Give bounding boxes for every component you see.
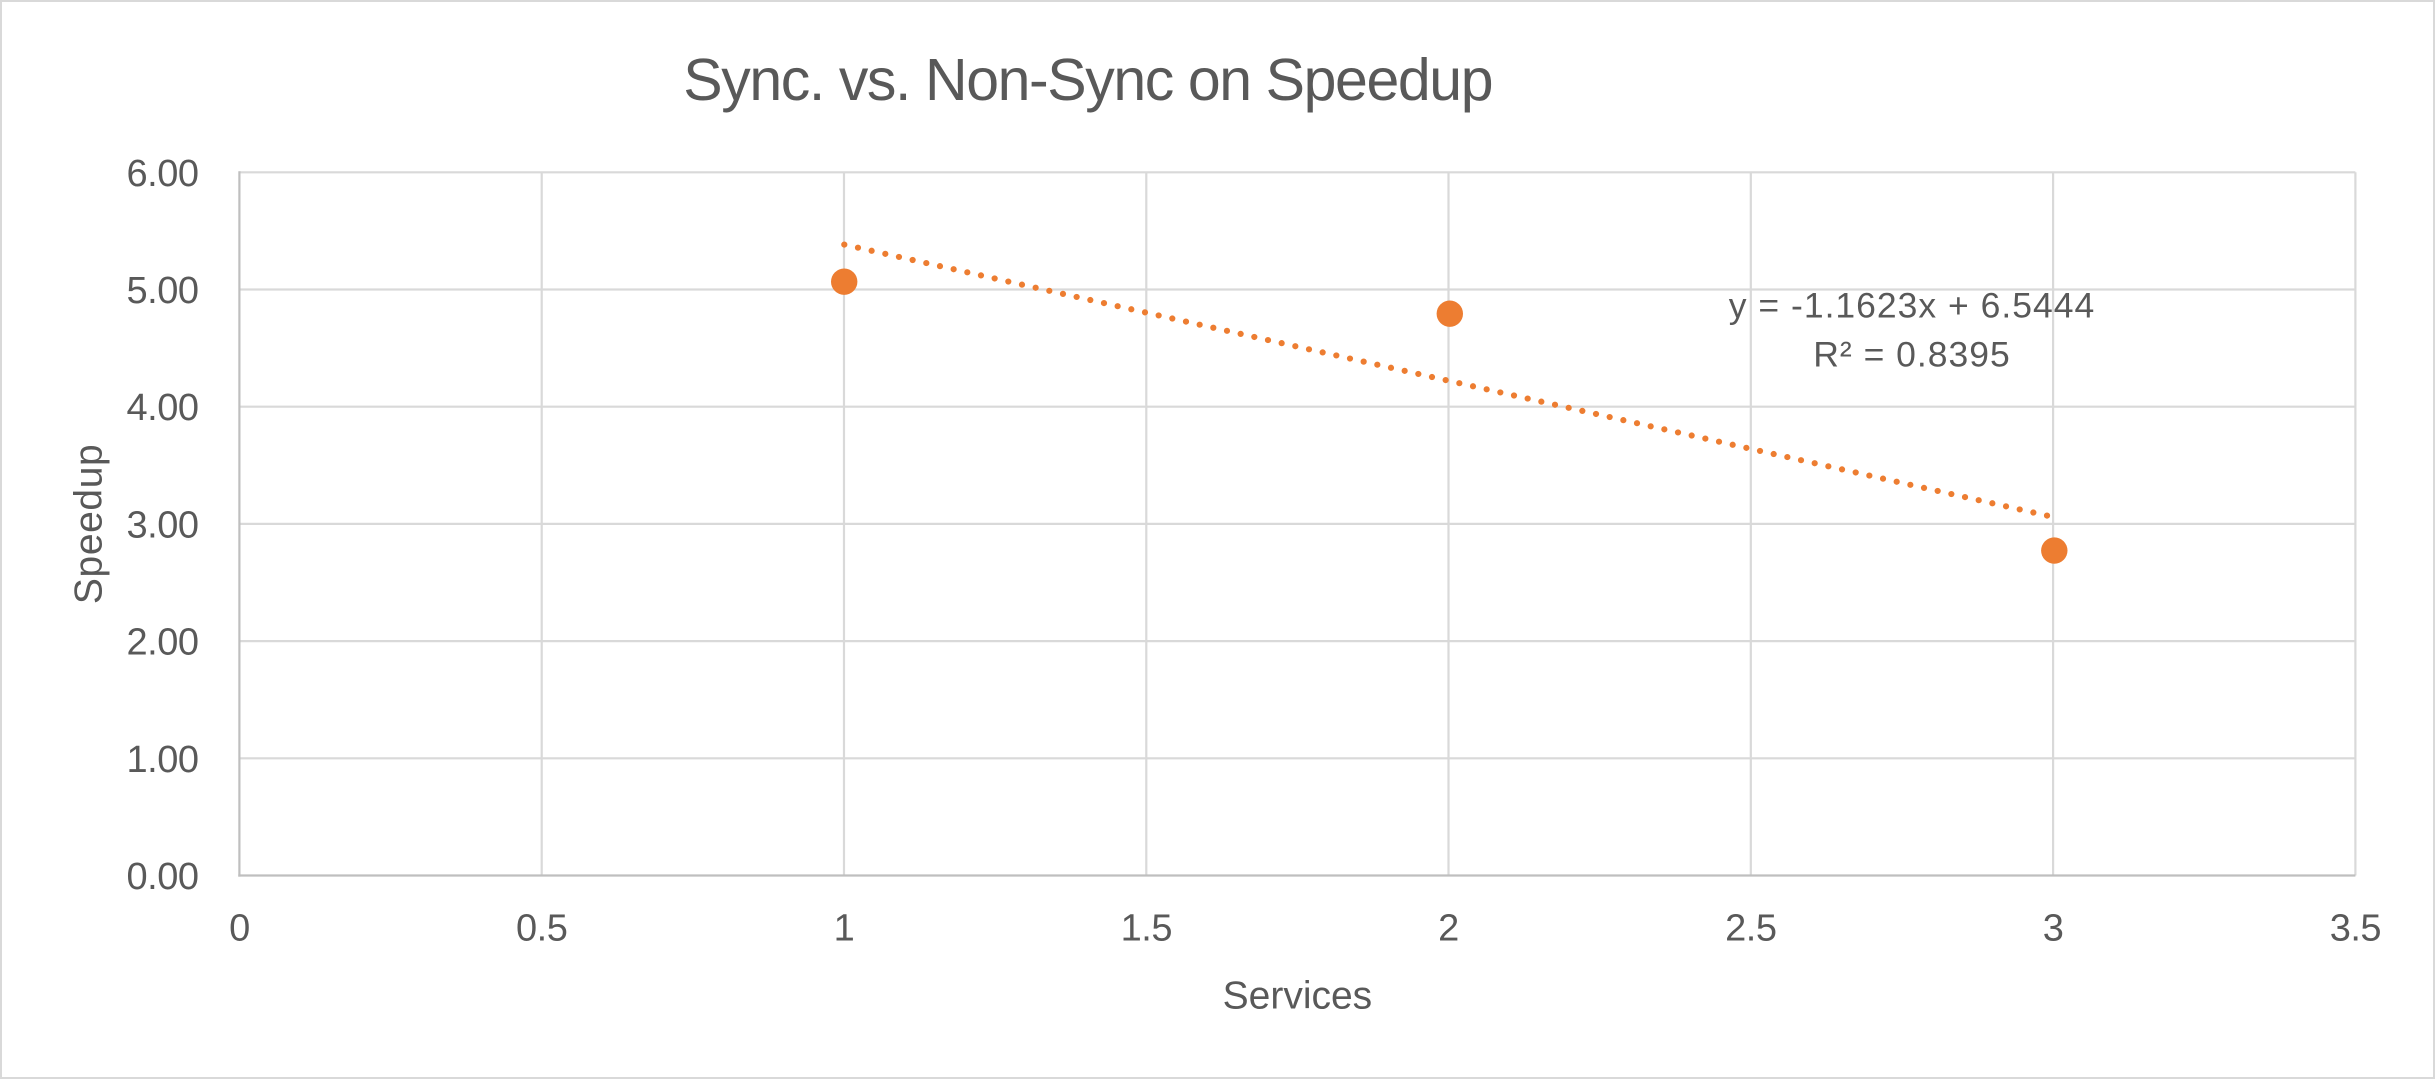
svg-text:3.00: 3.00 — [127, 504, 199, 546]
svg-text:3: 3 — [2043, 907, 2064, 949]
svg-text:y = -1.1623x + 6.5444: y = -1.1623x + 6.5444 — [1729, 285, 2095, 325]
svg-text:Sync. vs. Non-Sync on Speedup: Sync. vs. Non-Sync on Speedup — [683, 47, 1492, 113]
svg-text:2: 2 — [1438, 907, 1459, 949]
svg-text:1.5: 1.5 — [1121, 907, 1172, 949]
svg-text:5.00: 5.00 — [127, 270, 199, 312]
svg-text:0: 0 — [229, 907, 250, 949]
svg-text:R² = 0.8395: R² = 0.8395 — [1813, 335, 2011, 375]
svg-text:0.5: 0.5 — [516, 907, 567, 949]
svg-text:1.00: 1.00 — [127, 739, 199, 781]
svg-text:2.00: 2.00 — [127, 622, 199, 664]
svg-text:Services: Services — [1223, 974, 1373, 1017]
svg-text:Speedup: Speedup — [68, 444, 111, 604]
svg-text:1: 1 — [834, 907, 855, 949]
svg-text:0.00: 0.00 — [127, 856, 199, 898]
svg-text:3.5: 3.5 — [2330, 907, 2381, 949]
svg-text:4.00: 4.00 — [127, 387, 199, 429]
svg-text:6.00: 6.00 — [127, 153, 199, 195]
svg-text:2.5: 2.5 — [1725, 907, 1776, 949]
